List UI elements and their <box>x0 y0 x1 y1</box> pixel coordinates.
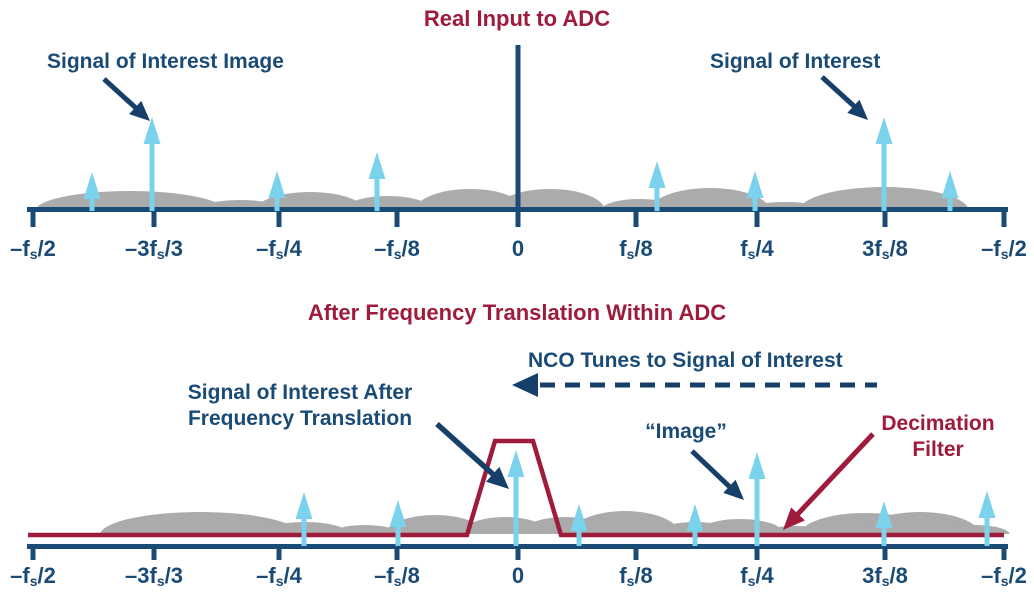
tick-label: fs/4 <box>740 236 774 263</box>
tick-label: 3fs/8 <box>862 563 908 590</box>
tick-label: –3fs/3 <box>125 563 183 590</box>
tick-label: –fs/8 <box>374 236 420 263</box>
tick-label: 3fs/8 <box>862 236 908 263</box>
decimation-filter-label: Decimation Filter <box>881 412 995 461</box>
arrowhead-decimation <box>783 507 805 530</box>
tick-label: fs/4 <box>740 563 774 590</box>
nco-dashed-arrow <box>512 373 877 397</box>
image-label: “Image” <box>645 420 727 443</box>
frequency-axis-bottom <box>27 544 1008 560</box>
arrowhead-signal <box>847 99 868 120</box>
top-plot-title: Real Input to ADC <box>423 6 611 31</box>
noise-floor-bottom <box>100 511 1010 534</box>
signal-of-interest-label: Signal of Interest <box>710 50 881 73</box>
signal-of-interest-image-label: Signal of Interest Image <box>47 50 284 73</box>
tick-label: –fs/2 <box>10 563 56 590</box>
tick-label: –3fs/3 <box>125 236 183 263</box>
tick-label: –fs/2 <box>981 236 1027 263</box>
decimation-filter-curve <box>28 438 1004 538</box>
zero-axis-line <box>515 45 521 212</box>
annotation-arrows-bottom <box>435 421 744 500</box>
spectrum-arrows-bottom <box>295 450 996 546</box>
frequency-axis-top <box>27 45 1008 227</box>
arrowhead-signal-image <box>129 100 150 121</box>
tick-label: 0 <box>511 563 525 588</box>
tick-label: –fs/4 <box>256 563 302 590</box>
annotation-arrows-top <box>102 75 868 121</box>
decimation-pointer-arrow <box>783 432 875 530</box>
tick-label: –fs/8 <box>374 563 420 590</box>
tick-label: fs/8 <box>619 236 653 263</box>
arrowhead-signal-after <box>486 466 509 489</box>
tick-label: –fs/2 <box>981 563 1027 590</box>
tick-label: –fs/4 <box>256 236 302 263</box>
tick-label: 0 <box>511 236 525 261</box>
bottom-plot-title: After Frequency Translation Within ADC <box>307 300 727 325</box>
signal-after-translation-label: Signal of Interest After Frequency Trans… <box>187 381 413 430</box>
tick-label: –fs/2 <box>10 236 56 263</box>
arrowhead-image <box>723 479 744 500</box>
tick-label: fs/8 <box>619 563 653 590</box>
nco-tunes-label: NCO Tunes to Signal of Interest <box>528 349 843 372</box>
spectrum-arrows-top <box>83 117 959 211</box>
